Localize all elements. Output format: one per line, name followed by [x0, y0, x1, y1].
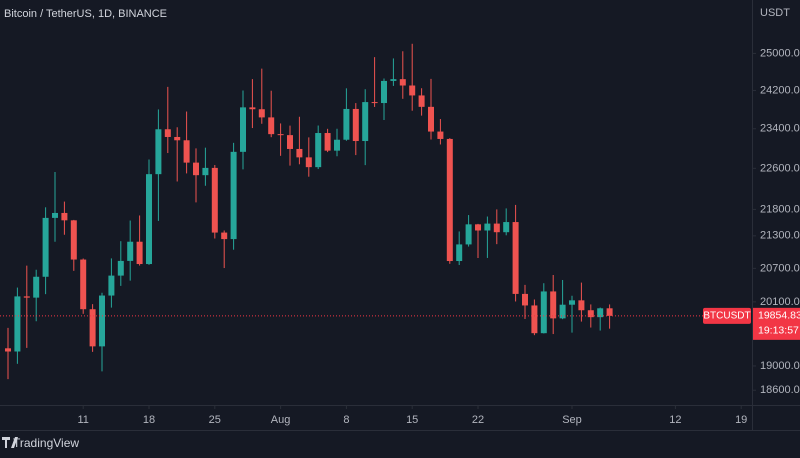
candle-body [258, 109, 265, 118]
candle-body [597, 308, 604, 318]
candle-body [277, 134, 284, 136]
candle-body [531, 305, 538, 334]
candle-body [324, 133, 331, 151]
candle-body [52, 212, 58, 218]
brand-name: TradingView [13, 436, 79, 450]
candles [5, 43, 613, 380]
candle-body [465, 224, 472, 245]
candle-body [108, 275, 115, 296]
candle-body [399, 79, 406, 86]
candle-body [381, 80, 387, 104]
candle-body [174, 136, 181, 141]
candle-body [164, 129, 171, 137]
candle-body [268, 117, 275, 135]
candle-body [70, 220, 77, 260]
x-tick-label: 11 [77, 414, 88, 426]
candle-body [437, 131, 444, 139]
candle-body [155, 129, 162, 175]
x-tick-label: 22 [472, 414, 484, 426]
candle-body [334, 139, 340, 151]
candle-body [249, 107, 256, 110]
candle-body [99, 295, 105, 347]
x-tick-label: 18 [143, 414, 155, 426]
candle-body [211, 167, 218, 233]
candle-body [61, 212, 68, 221]
candle-body [418, 95, 425, 107]
x-tick-label: 12 [669, 414, 681, 426]
y-tick-label: 23400.00 [760, 123, 800, 135]
price-label: 19854.83 [758, 310, 800, 322]
symbol-label: BTCUSDT [703, 310, 750, 321]
symbol-tag [703, 307, 751, 324]
x-tick-label: Sep [562, 414, 582, 426]
candle-body [89, 309, 96, 347]
candle-body [522, 293, 528, 306]
candle-body [5, 348, 11, 352]
candle-body [296, 148, 303, 158]
candle-body [23, 296, 30, 298]
y-tick-label: 20700.00 [760, 262, 800, 274]
candle-body [146, 174, 152, 265]
candle-body [193, 162, 199, 176]
candle-body [512, 222, 519, 294]
candle-body [221, 232, 228, 240]
candle-body [550, 291, 557, 319]
x-tick-label: 15 [406, 414, 418, 426]
x-tick-label: 8 [343, 414, 349, 426]
candle-body [559, 304, 566, 319]
candle-body [540, 291, 547, 334]
candle-body [456, 244, 463, 262]
candle-body [475, 224, 481, 231]
candle-body [352, 108, 359, 142]
candle-body [390, 79, 397, 81]
candle-body [587, 310, 594, 318]
x-tick-label: Aug [271, 414, 291, 426]
candle-body [117, 260, 124, 276]
candle-body [446, 138, 453, 262]
y-tick-label: 18600.00 [760, 384, 800, 396]
candle-body [33, 276, 40, 298]
candle-body [362, 102, 369, 142]
candle-body [493, 223, 500, 233]
candle-body [606, 308, 613, 316]
candle-body [503, 222, 510, 233]
logo [2, 437, 18, 448]
y-tick-label: 25000.00 [760, 47, 800, 59]
candle-body [371, 102, 378, 104]
chart-title: Bitcoin / TetherUS, 1D, BINANCE [4, 8, 167, 20]
candle-body [14, 296, 21, 352]
candle-body [42, 217, 49, 277]
candle-body [315, 133, 322, 168]
y-tick-label: 21300.00 [760, 230, 800, 242]
candle-body [230, 151, 237, 240]
price-tag [753, 307, 800, 340]
y-axis-label: USDT [760, 7, 790, 19]
candle-body [127, 241, 134, 261]
candle-body [80, 259, 87, 310]
y-tick-label: 20100.00 [760, 296, 800, 308]
countdown-label: 19:13:57 [758, 325, 799, 337]
candle-body [409, 85, 416, 96]
x-tick-label: 19 [735, 414, 747, 426]
candle-body [136, 241, 143, 265]
y-tick-label: 21800.00 [760, 203, 800, 215]
x-tick-label: 25 [209, 414, 221, 426]
candle-body [569, 300, 575, 305]
candle-body [183, 140, 190, 163]
candle-body [202, 167, 209, 176]
branding[interactable]: TradingView [2, 436, 79, 450]
y-tick-label: 22600.00 [760, 162, 800, 174]
candle-body [578, 300, 585, 311]
candle-body [305, 157, 312, 168]
y-tick-label: 24200.00 [760, 84, 800, 96]
candle-body [484, 223, 491, 231]
candle-body [287, 135, 293, 149]
candle-body [428, 106, 434, 132]
candle-body [240, 107, 246, 152]
candle-body [343, 108, 350, 140]
y-tick-label: 19000.00 [760, 360, 800, 372]
